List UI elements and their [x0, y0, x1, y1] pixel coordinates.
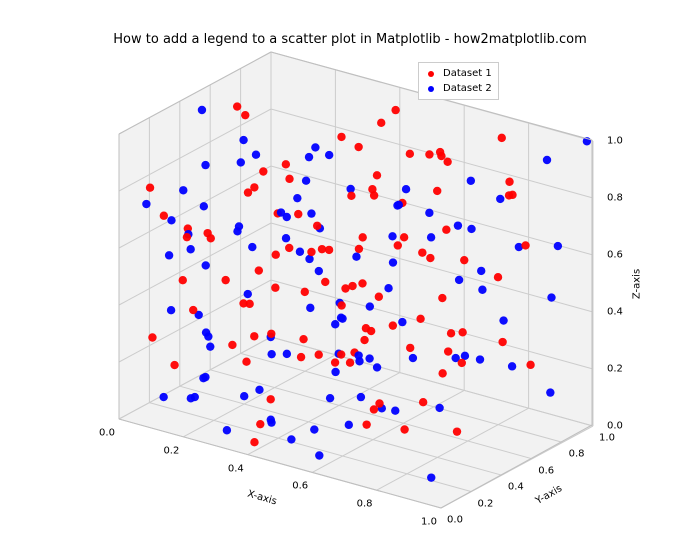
tick-label: 0.0 — [447, 515, 463, 526]
tick-label: 0.8 — [357, 499, 373, 510]
legend-label: Dataset 1 — [443, 66, 492, 81]
legend-item: Dataset 1 — [424, 66, 492, 81]
tick-label: 0.6 — [538, 465, 554, 476]
tick-label: 0.4 — [508, 482, 524, 493]
tick-label: 0.0 — [99, 428, 115, 439]
tick-label: 1.0 — [599, 433, 615, 444]
tick-label: 0.8 — [607, 193, 623, 204]
tick-label: 0.4 — [607, 307, 623, 318]
scatter-3d-plot — [0, 0, 700, 560]
tick-label: 0.8 — [569, 449, 585, 460]
chart-container: { "canvas": { "width": 700, "height": 56… — [0, 0, 700, 560]
tick-label: 0.6 — [292, 481, 308, 492]
tick-label: 1.0 — [607, 136, 623, 147]
tick-label: 1.0 — [421, 517, 437, 528]
legend: Dataset 1Dataset 2 — [418, 62, 499, 100]
tick-label: 0.2 — [163, 445, 179, 456]
tick-label: 0.0 — [607, 421, 623, 432]
tick-label: 0.2 — [477, 498, 493, 509]
tick-label: 0.6 — [607, 250, 623, 261]
legend-label: Dataset 2 — [443, 81, 492, 96]
legend-item: Dataset 2 — [424, 81, 492, 96]
tick-label: 0.2 — [607, 364, 623, 375]
axis-label: Z-axis — [632, 268, 643, 298]
tick-label: 0.4 — [228, 463, 244, 474]
